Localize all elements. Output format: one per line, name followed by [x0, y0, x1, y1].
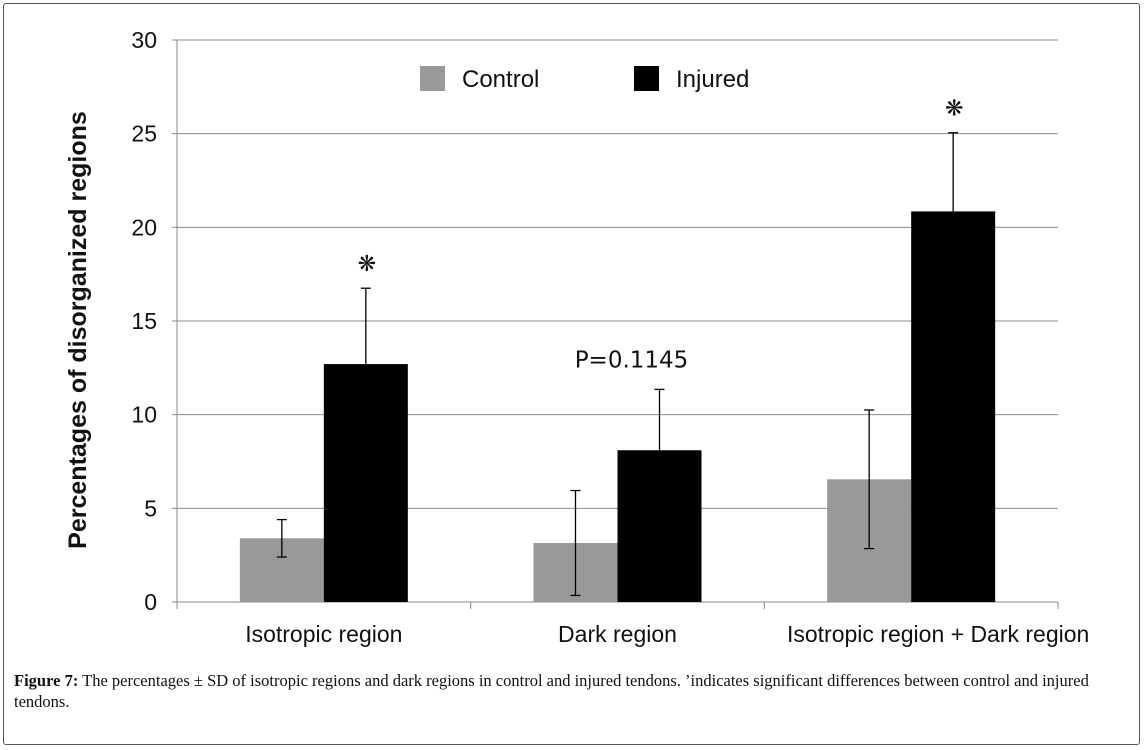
error-bars — [276, 132, 959, 597]
legend-swatch-control — [420, 66, 445, 91]
caption-label: Figure 7: — [14, 671, 79, 690]
significance-marker: ❋ — [945, 97, 963, 122]
p-value-annotation: P=0.1145 — [575, 347, 689, 373]
bar-chart: 0 5 10 15 20 25 30 Isotropic region Dark region I… — [64, 27, 1089, 647]
y-tick-label: 10 — [131, 402, 157, 428]
y-tick-label: 0 — [144, 589, 157, 615]
x-tick-label: Isotropic region — [245, 621, 402, 647]
bars — [239, 211, 996, 602]
caption-text: The percentages ± SD of isotropic region… — [14, 671, 1089, 711]
y-tick-label: 15 — [131, 308, 157, 334]
y-tick-label: 30 — [131, 27, 157, 53]
legend-label-injured: Injured — [676, 66, 749, 93]
y-tick-label: 20 — [131, 214, 157, 240]
x-tick-label: Dark region — [558, 621, 677, 647]
figure-frame — [3, 3, 1140, 745]
y-axis-label: Percentages of disorganized regions — [64, 111, 92, 549]
labels: 0 5 10 15 20 25 30 Isotropic region Dark region I… — [131, 27, 1089, 647]
y-tick-label: 5 — [144, 495, 157, 521]
legend: Control Injured — [420, 66, 749, 93]
figure-caption: Figure 7: The percentages ± SD of isotro… — [14, 670, 1134, 712]
x-tick-label: Isotropic region + Dark region — [787, 621, 1089, 647]
legend-label-control: Control — [462, 66, 539, 93]
y-tick-label: 25 — [131, 121, 157, 147]
legend-swatch-injured — [634, 66, 659, 91]
significance-marker: ❋ — [358, 252, 376, 277]
